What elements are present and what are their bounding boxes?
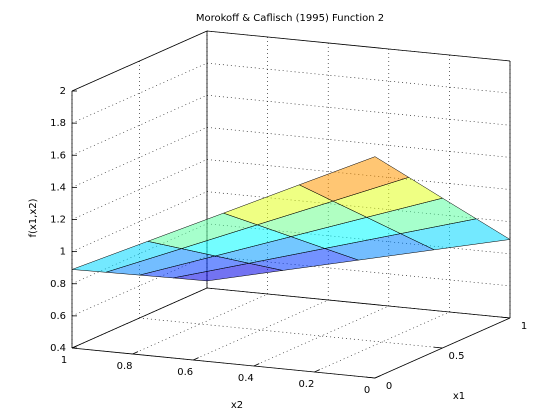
z-tick-label: 2 [60, 86, 66, 97]
y-tick-label: 0.8 [117, 361, 133, 372]
tick-mark [433, 346, 443, 349]
y-tick-label: 0.2 [298, 379, 314, 390]
grid-line [71, 255, 208, 317]
z-tick-label: 1.4 [50, 182, 66, 193]
grid-line [71, 62, 208, 124]
y-tick-label: 0.4 [238, 373, 254, 384]
tick-mark [71, 345, 78, 349]
y-tick-label: 0 [364, 385, 370, 396]
tick-mark [374, 375, 381, 379]
tick-mark [253, 363, 260, 367]
tick-mark [314, 369, 320, 373]
grid-line [71, 347, 376, 379]
grid-line [374, 317, 511, 379]
z-tick-label: 0.8 [50, 279, 66, 290]
surface-facet [298, 156, 410, 202]
x-axis-label: x1 [453, 391, 465, 402]
tick-mark [500, 316, 511, 319]
z-tick-label: 0.6 [50, 311, 66, 322]
z-tick-label: 1 [60, 247, 66, 258]
grid-line [206, 127, 511, 158]
z-tick-label: 0.4 [50, 343, 66, 354]
grid-line [71, 191, 208, 252]
z-tick-label: 1.2 [50, 215, 66, 226]
chart-title: Morokoff & Caflisch (1995) Function 2 [196, 13, 384, 24]
grid-line [71, 30, 208, 92]
grid-line [206, 287, 511, 319]
grid-line [71, 94, 208, 156]
z-tick-label: 1.8 [50, 118, 66, 129]
y-tick-label: 1 [61, 355, 67, 366]
y-tick-label: 0.6 [177, 367, 193, 378]
tick-mark [132, 351, 139, 355]
grid-line [71, 287, 208, 349]
grid-line [206, 30, 511, 62]
grid-line [314, 311, 450, 373]
grid-line [139, 317, 443, 349]
x-tick-label: 1 [521, 321, 527, 332]
z-tick-label: 1.6 [50, 150, 66, 161]
grid-line [253, 305, 389, 367]
grid-line [206, 62, 511, 94]
grid-line [132, 293, 268, 355]
grid-line [71, 159, 208, 220]
z-axis-label: f(x1,x2) [28, 198, 39, 237]
y-axis-label: x2 [231, 400, 243, 411]
tick-mark [193, 357, 199, 361]
x-tick-label: 0.5 [449, 351, 465, 362]
grid-line [206, 255, 511, 287]
x-tick-label: 0 [386, 381, 392, 392]
grid-line [206, 94, 511, 126]
tick-mark [365, 376, 376, 379]
grid-line [193, 299, 329, 361]
grid-line [71, 223, 208, 285]
grid-line [71, 127, 208, 188]
